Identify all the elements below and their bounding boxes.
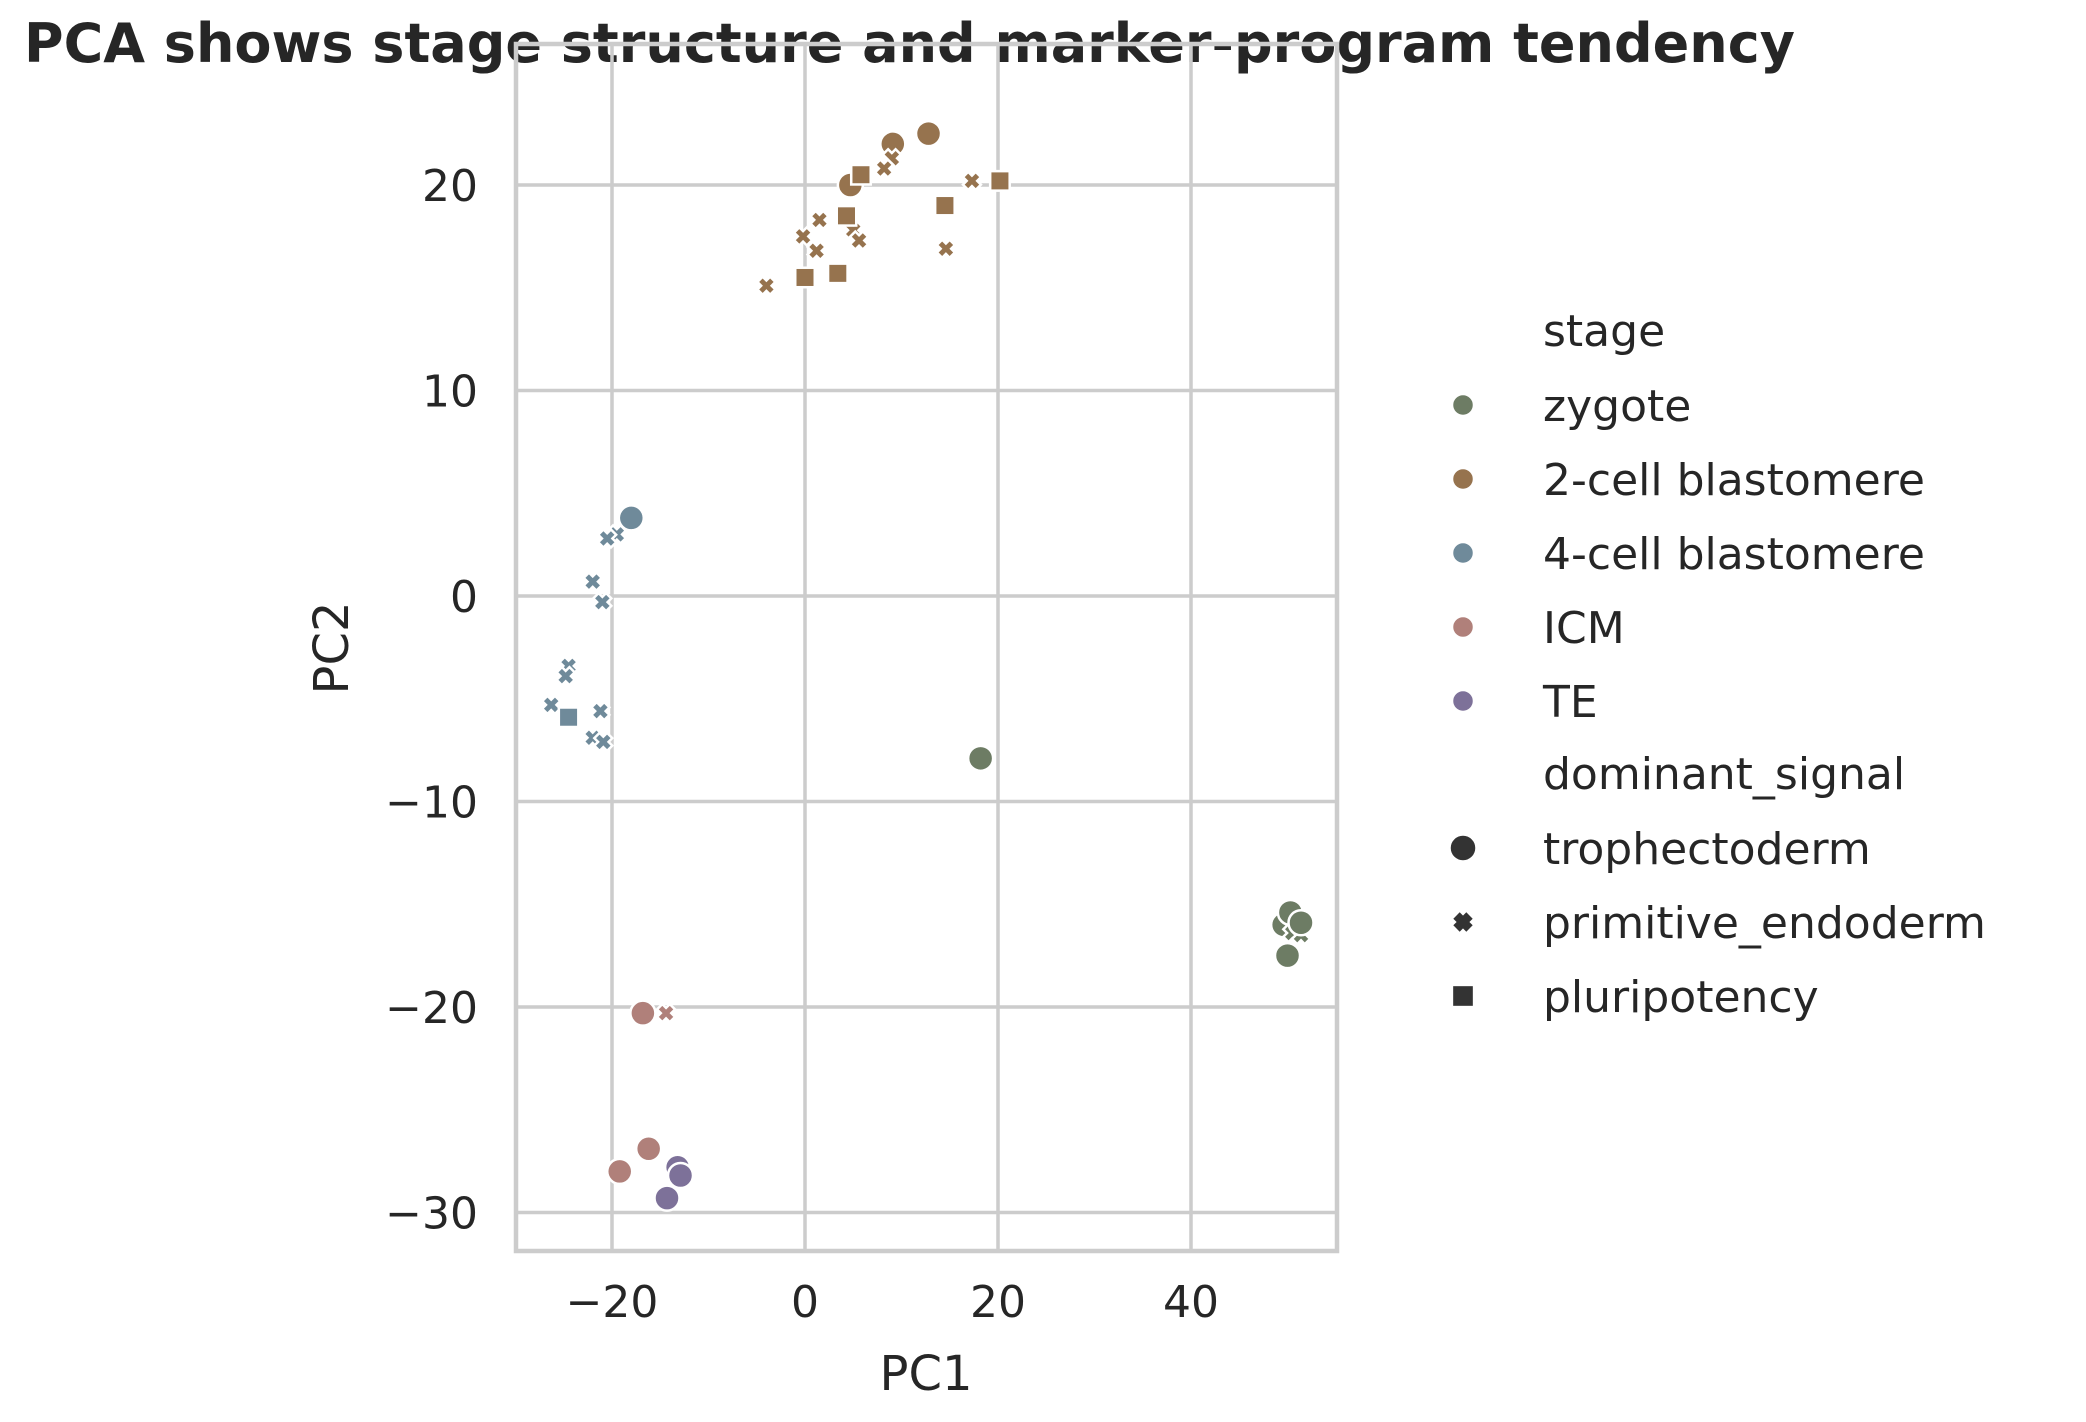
point-2-cell-blastomere-pluripotency <box>835 204 858 227</box>
point-icm-trophectoderm <box>629 999 657 1027</box>
point-2-cell-blastomere-primitive-endoderm <box>805 239 828 262</box>
legend-label-2-cell-blastomere: 2-cell blastomere <box>1543 455 1925 506</box>
legend-label-zygote: zygote <box>1543 381 1691 432</box>
point-zygote-trophectoderm <box>966 744 995 773</box>
legend-signal-title: dominant_signal <box>1543 749 1905 800</box>
point-2-cell-blastomere-primitive-endoderm <box>848 229 870 252</box>
x-tick-label: 20 <box>970 1277 1026 1328</box>
legend-stage-title: stage <box>1543 306 1665 357</box>
data-points <box>540 119 1315 1212</box>
point-zygote-trophectoderm <box>1287 908 1315 937</box>
point-4-cell-blastomere-primitive-endoderm <box>581 570 604 593</box>
legend-marker-2-cell-blastomere <box>1450 466 1476 492</box>
point-2-cell-blastomere-primitive-endoderm <box>755 274 778 297</box>
x-axis-label: PC1 <box>880 1346 973 1402</box>
point-2-cell-blastomere-primitive-endoderm <box>808 209 831 231</box>
point-4-cell-blastomere-primitive-endoderm <box>591 591 614 613</box>
plot-frame <box>513 41 1340 1254</box>
x-tick-label: −20 <box>566 1277 659 1328</box>
legend: stage dominant_signal zygote 2-cell blast… <box>1450 306 1986 1023</box>
point-4-cell-blastomere-primitive-endoderm <box>589 700 612 722</box>
point-icm-trophectoderm <box>605 1157 634 1186</box>
point-2-cell-blastomere-primitive-endoderm <box>792 225 814 248</box>
grid <box>516 44 1337 1251</box>
point-2-cell-blastomere-primitive-endoderm <box>935 237 957 260</box>
legend-marker-primitive-endoderm <box>1453 912 1473 932</box>
point-4-cell-blastomere-trophectoderm <box>617 504 646 532</box>
point-4-cell-blastomere-pluripotency <box>557 706 580 729</box>
point-4-cell-blastomere-primitive-endoderm <box>592 731 615 753</box>
point-icm-trophectoderm <box>634 1135 663 1163</box>
y-tick-label: −30 <box>385 1189 478 1240</box>
y-tick-label: 10 <box>422 367 478 418</box>
legend-marker-trophectoderm <box>1450 835 1476 861</box>
point-zygote-trophectoderm <box>1273 941 1302 970</box>
point-2-cell-blastomere-pluripotency <box>988 169 1011 192</box>
point-2-cell-blastomere-pluripotency <box>849 163 872 186</box>
y-tick-label: 0 <box>450 572 478 623</box>
point-2-cell-blastomere-primitive-endoderm <box>961 170 983 192</box>
point-4-cell-blastomere-primitive-endoderm <box>540 694 562 716</box>
point-2-cell-blastomere-trophectoderm <box>914 119 943 148</box>
legend-marker-te <box>1450 688 1476 714</box>
point-2-cell-blastomere-pluripotency <box>933 194 956 217</box>
point-4-cell-blastomere-primitive-endoderm <box>554 665 577 687</box>
legend-marker-pluripotency <box>1453 986 1473 1006</box>
point-icm-primitive-endoderm <box>655 1002 677 1024</box>
y-axis-label: PC2 <box>304 602 360 695</box>
legend-label-trophectoderm: trophectoderm <box>1543 824 1871 875</box>
x-tick-label: 0 <box>791 1277 819 1328</box>
legend-label-4-cell-blastomere: 4-cell blastomere <box>1543 529 1925 580</box>
legend-label-pluripotency: pluripotency <box>1543 972 1819 1023</box>
point-2-cell-blastomere-primitive-endoderm <box>873 157 895 180</box>
x-tick-label: 40 <box>1163 1277 1219 1328</box>
y-tick-label: −20 <box>385 983 478 1034</box>
point-te-trophectoderm <box>653 1184 681 1212</box>
point-te-trophectoderm <box>666 1161 695 1190</box>
point-2-cell-blastomere-pluripotency <box>826 262 849 285</box>
y-tick-label: −10 <box>385 778 478 829</box>
point-2-cell-blastomere-pluripotency <box>794 266 816 289</box>
y-tick-labels: −30 −20 −10 0 10 20 <box>385 161 478 1240</box>
legend-label-icm: ICM <box>1543 603 1625 654</box>
legend-marker-4-cell-blastomere <box>1450 540 1476 566</box>
legend-label-primitive-endoderm: primitive_endoderm <box>1543 898 1986 949</box>
legend-marker-zygote <box>1450 392 1476 418</box>
legend-marker-icm <box>1450 614 1476 640</box>
y-tick-label: 20 <box>422 161 478 212</box>
point-4-cell-blastomere-primitive-endoderm <box>596 527 618 550</box>
x-tick-labels: −20 0 20 40 <box>566 1277 1219 1328</box>
legend-label-te: TE <box>1542 677 1598 728</box>
